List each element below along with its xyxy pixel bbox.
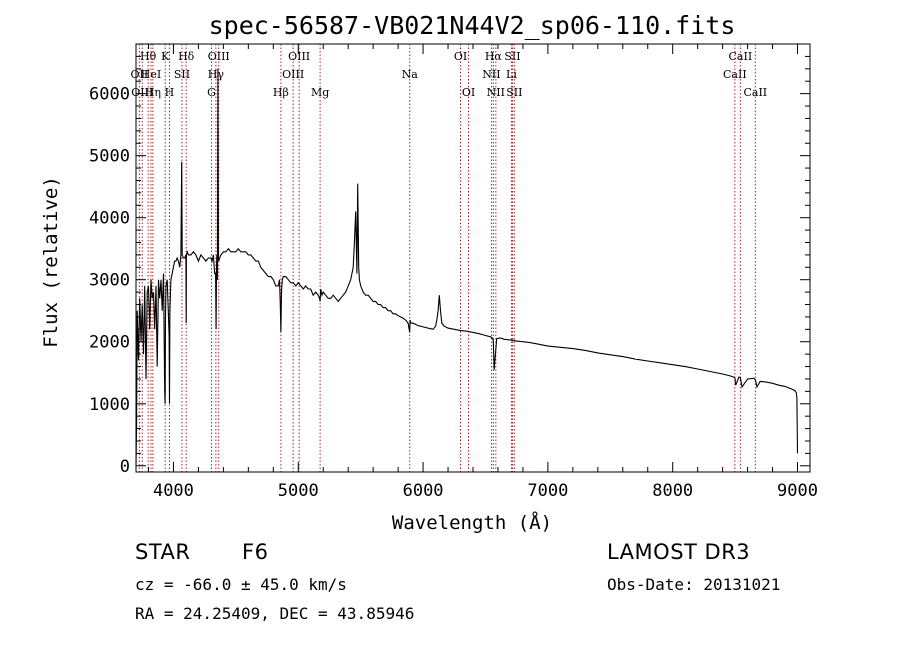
y-tick-label: 6000 xyxy=(89,85,130,105)
y-tick-label: 3000 xyxy=(89,271,130,291)
spectral-line-label: Hδ xyxy=(178,50,195,63)
spectral-line-label: OII xyxy=(131,68,149,81)
y-tick-label: 0 xyxy=(120,457,130,477)
observation-date: Obs-Date: 20131021 xyxy=(607,575,781,594)
x-tick-label: 5000 xyxy=(278,481,319,501)
spectral-line-label: Mg xyxy=(311,86,329,99)
object-type: STAR xyxy=(135,540,191,564)
spectral-line-label: Hγ xyxy=(208,68,225,81)
y-tick-label: 4000 xyxy=(89,209,130,229)
x-tick-label: 4000 xyxy=(153,481,194,501)
spectral-line-label: OIII xyxy=(282,68,304,81)
spectral-line-label: OI xyxy=(462,86,475,99)
y-axis-label: Flux (relative) xyxy=(40,176,62,348)
spectrum-line xyxy=(135,68,799,466)
spectral-line-label: NII xyxy=(482,68,500,81)
spectral-line-label: K xyxy=(161,50,170,63)
x-tick-label: 8000 xyxy=(652,481,693,501)
x-axis-label: Wavelength (Å) xyxy=(392,511,552,534)
y-tick-label: 5000 xyxy=(89,147,130,167)
spectral-line-label: NII xyxy=(487,86,505,99)
spectral-line-label: Li xyxy=(506,68,517,81)
spectral-line-label: G xyxy=(207,86,216,99)
spectral-line-label: Hθ xyxy=(140,50,157,63)
spectral-line-label: CaII xyxy=(743,86,767,99)
chart-title: spec-56587-VB021N44V2_sp06-110.fits xyxy=(209,11,736,40)
spectral-line-label: Hβ xyxy=(273,86,289,99)
spectral-line-label: SII xyxy=(504,50,520,63)
spectral-line-label: Hη xyxy=(145,86,161,99)
plot-frame xyxy=(135,43,811,473)
spectral-line-label: SII xyxy=(174,68,190,81)
y-axis: 0 1000 2000 3000 4000 5000 6000 xyxy=(89,55,810,477)
spectral-line-label: SII xyxy=(506,86,522,99)
spectrum-chart: spec-56587-VB021N44V2_sp06-110.fits Hθ OI… xyxy=(40,11,818,534)
spectral-line-markers xyxy=(138,44,756,472)
spectral-line-label: OIII xyxy=(208,50,230,63)
spectral-line-labels: Hθ OII OIII HeI Hη K SII H Hδ OIII Hγ G OIII OIII Hβ Mg… xyxy=(131,50,768,99)
spectral-line-label: OIII xyxy=(131,86,153,99)
spectral-line-label: OIII xyxy=(288,50,310,63)
spectral-line-label: OI xyxy=(454,50,467,63)
object-subclass: F6 xyxy=(242,540,269,564)
spectral-line-label: Hα xyxy=(485,50,503,63)
x-axis: 4000 5000 6000 7000 8000 9000 xyxy=(147,44,818,501)
y-tick-label: 1000 xyxy=(89,395,130,415)
redshift-velocity: cz = -66.0 ± 45.0 km/s xyxy=(135,575,347,594)
spectral-line-label: Na xyxy=(402,68,419,81)
x-tick-label: 7000 xyxy=(527,481,568,501)
spectral-line-label: H xyxy=(165,86,175,99)
survey-name: LAMOST DR3 xyxy=(607,540,751,564)
coordinates: RA = 24.25409, DEC = 43.85946 xyxy=(135,604,415,623)
spectral-line-label: CaII xyxy=(723,68,747,81)
spectral-line-label: HeI xyxy=(141,68,161,81)
x-tick-label: 6000 xyxy=(403,481,444,501)
spectral-line-label: CaII xyxy=(729,50,753,63)
y-tick-label: 2000 xyxy=(89,333,130,353)
x-tick-label: 9000 xyxy=(777,481,818,501)
